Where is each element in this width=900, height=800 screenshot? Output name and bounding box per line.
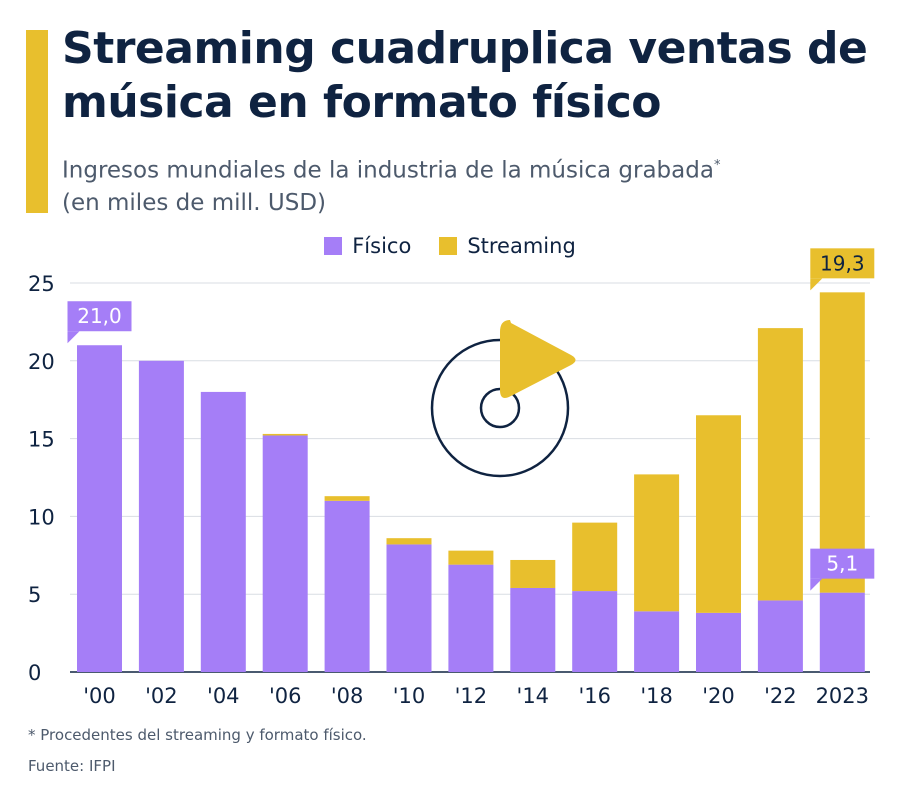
vinyl-disc-play-icon <box>430 320 576 478</box>
y-tick-label: 20 <box>28 350 55 374</box>
legend-label-streaming: Streaming <box>467 234 576 258</box>
x-tick-label: '16 <box>578 684 611 708</box>
footnote: * Procedentes del streaming y formato fí… <box>28 726 367 744</box>
x-tick-label: 2023 <box>816 684 869 708</box>
x-tick-label: '00 <box>83 684 116 708</box>
bar-fisico <box>448 564 494 672</box>
chart-title: Streaming cuadruplica ventas de música e… <box>62 23 868 128</box>
x-tick-label: '04 <box>207 684 240 708</box>
callout-fisico-12: 5,1 <box>810 548 875 591</box>
bar-fisico <box>757 600 803 672</box>
bar-streaming <box>386 538 432 545</box>
accent-bar <box>26 30 48 213</box>
bar-fisico <box>510 587 556 672</box>
callout-streaming-12: 19,3 <box>810 248 875 291</box>
chart-legend: Físico Streaming <box>0 234 900 258</box>
bar-fisico <box>634 611 680 672</box>
bar-fisico <box>200 391 246 672</box>
bar-streaming <box>510 559 556 588</box>
callout-streaming-12-text: 19,3 <box>820 251 865 275</box>
bar-fisico <box>572 591 618 672</box>
bar-streaming <box>448 550 494 565</box>
x-tick-label: '18 <box>640 684 673 708</box>
legend-swatch-streaming <box>439 237 458 255</box>
x-tick-label: '06 <box>269 684 302 708</box>
y-tick-label: 25 <box>28 272 55 296</box>
chart-subtitle: Ingresos mundiales de la industria de la… <box>62 150 892 219</box>
x-tick-label: '12 <box>455 684 488 708</box>
bar-fisico <box>324 500 370 672</box>
callout-fisico-0-box <box>67 301 132 332</box>
bar-fisico <box>262 435 308 672</box>
callout-fisico-0-pointer <box>67 331 80 344</box>
y-tick-label: 5 <box>28 583 41 607</box>
bar-fisico <box>386 544 432 672</box>
subtitle-main: Ingresos mundiales de la industria de la… <box>62 157 714 184</box>
legend-item-streaming: Streaming <box>439 234 576 258</box>
callout-fisico-12-pointer <box>810 578 823 591</box>
bar-fisico <box>696 612 741 672</box>
callout-fisico-12-text: 5,1 <box>826 552 858 576</box>
x-tick-label: '20 <box>702 684 735 708</box>
callout-streaming-12-pointer <box>810 278 823 291</box>
bar-streaming <box>819 292 865 593</box>
bar-streaming <box>634 474 680 612</box>
bar-streaming <box>572 522 618 592</box>
bar-streaming <box>696 415 741 613</box>
callout-fisico-0: 21,0 <box>67 301 132 344</box>
bar-fisico <box>138 360 184 672</box>
subtitle-footnote-mark: * <box>713 158 721 173</box>
y-tick-label: 0 <box>28 661 41 685</box>
source-note: Fuente: IFPI <box>28 757 116 775</box>
x-tick-label: '22 <box>764 684 797 708</box>
legend-swatch-fisico <box>324 237 343 255</box>
bar-fisico <box>819 592 865 672</box>
subtitle-units: (en miles de mill. USD) <box>62 189 327 216</box>
bar-streaming <box>262 433 308 436</box>
x-tick-label: '10 <box>393 684 426 708</box>
callout-fisico-0-text: 21,0 <box>77 304 122 328</box>
bar-fisico <box>77 345 122 672</box>
callout-streaming-12-box <box>810 248 875 279</box>
play-triangle <box>500 320 576 398</box>
x-tick-label: '14 <box>517 684 550 708</box>
callout-fisico-12-box <box>810 548 875 579</box>
x-tick-label: '02 <box>145 684 178 708</box>
y-tick-label: 10 <box>28 505 55 529</box>
x-tick-label: '08 <box>331 684 364 708</box>
legend-label-fisico: Físico <box>352 234 412 258</box>
bar-streaming <box>757 328 803 601</box>
y-tick-label: 15 <box>28 428 55 452</box>
bar-streaming <box>324 496 370 501</box>
legend-item-fisico: Físico <box>324 234 411 258</box>
